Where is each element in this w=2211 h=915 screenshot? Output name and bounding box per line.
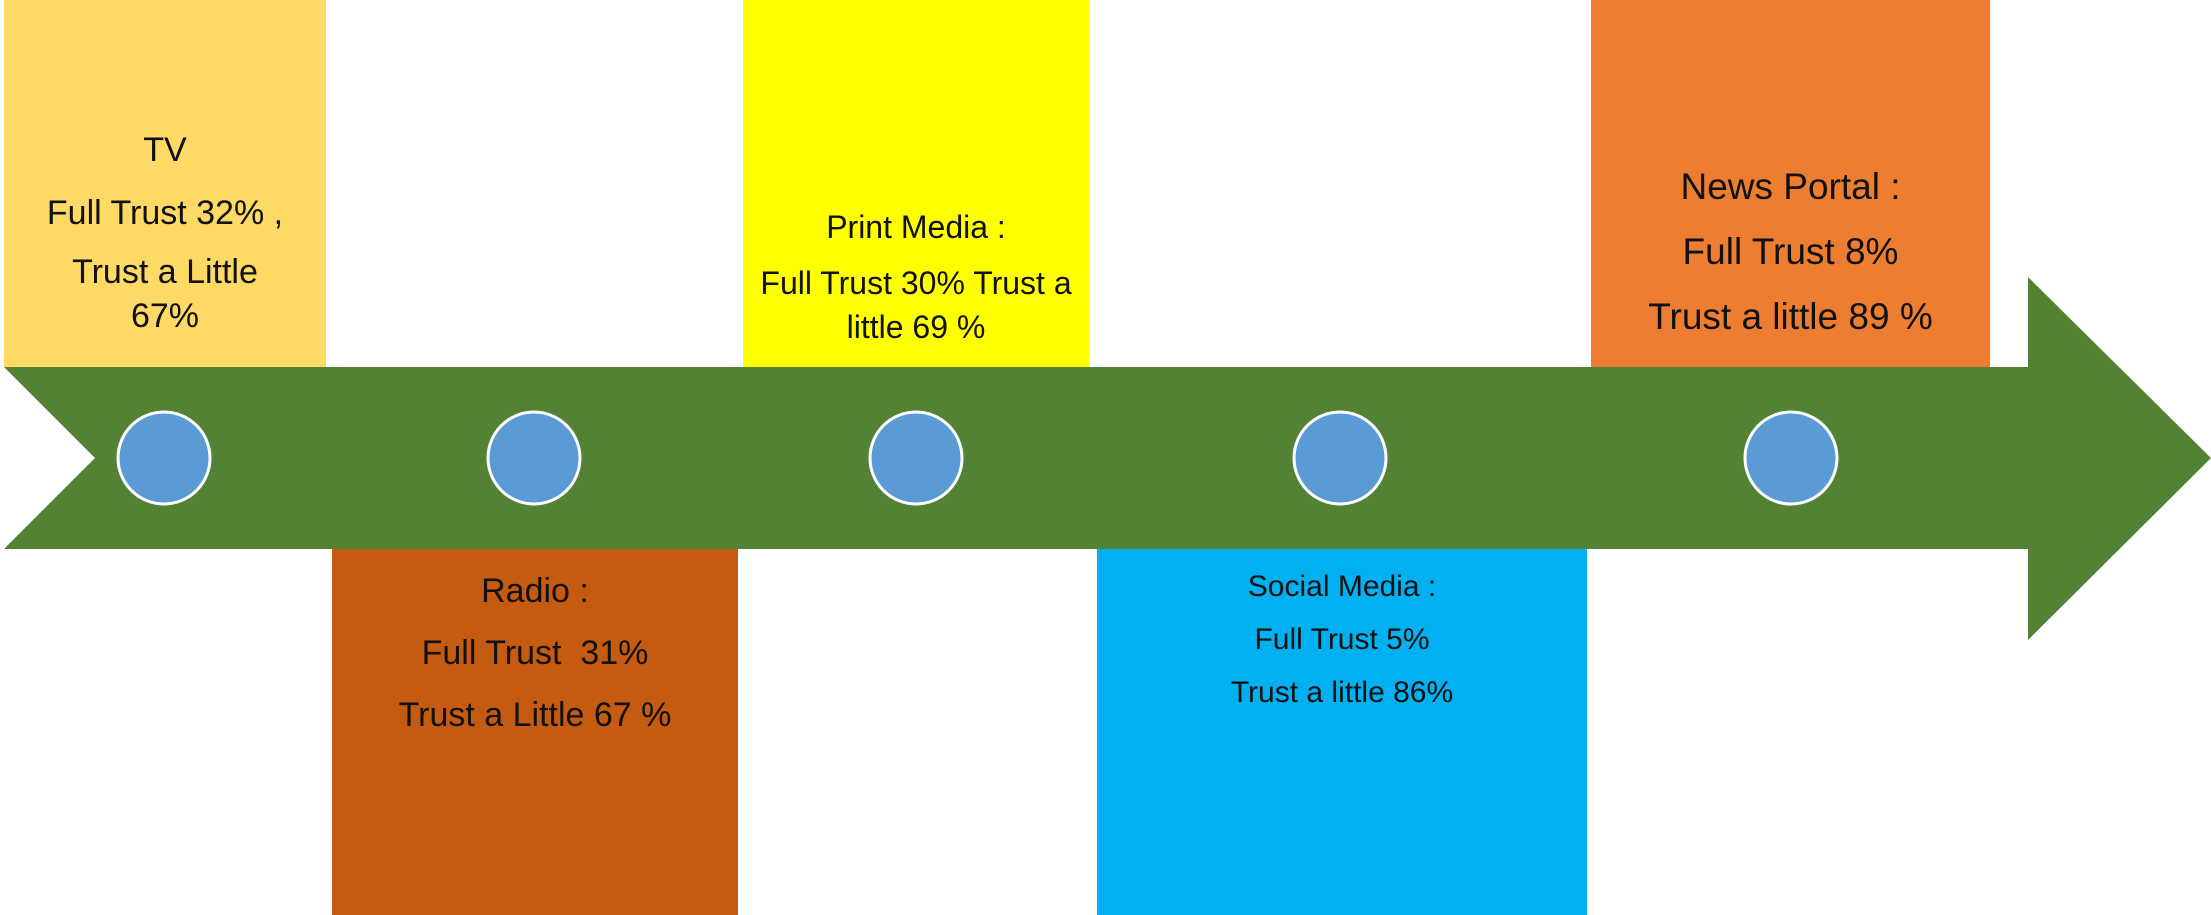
tv-label: TV Full Trust 32% , Trust a Little 67% xyxy=(4,0,326,367)
social-media-label: Social Media : Full Trust 5% Trust a lit… xyxy=(1097,549,1587,915)
news-portal-trust-little: Trust a little 89 % xyxy=(1648,296,1933,337)
news-portal-box xyxy=(1591,0,1990,367)
radio-label: Radio : Full Trust 31% Trust a Little 67… xyxy=(332,549,738,915)
radio-marker-dot xyxy=(486,410,582,506)
radio-title: Radio : xyxy=(481,572,589,610)
news-portal-label: News Portal : Full Trust 8% Trust a litt… xyxy=(1591,0,1990,367)
tv-box xyxy=(4,0,326,367)
print-media-box xyxy=(743,0,1089,367)
news-portal-title: News Portal : xyxy=(1680,166,1901,207)
tv-marker-dot xyxy=(116,410,212,506)
print-media-trust: Full Trust 30% Trust a little 69 % xyxy=(760,265,1072,345)
radio-trust-little: Trust a Little 67 % xyxy=(398,696,672,734)
print-media-label: Print Media : Full Trust 30% Trust a lit… xyxy=(743,0,1089,367)
radio-box xyxy=(332,549,738,915)
social-media-trust-little: Trust a little 86% xyxy=(1230,676,1454,709)
print-media-marker-dot xyxy=(868,410,964,506)
news-portal-full-trust: Full Trust 8% xyxy=(1682,231,1899,272)
print-media-title: Print Media : xyxy=(826,209,1006,245)
timeline-arrow xyxy=(4,277,2211,640)
radio-full-trust: Full Trust 31% xyxy=(421,634,649,672)
social-media-marker-dot xyxy=(1292,410,1388,506)
social-media-title: Social Media : xyxy=(1247,570,1437,603)
tv-title: TV xyxy=(143,131,187,169)
tv-full-trust: Full Trust 32% , xyxy=(46,194,284,232)
social-media-full-trust: Full Trust 5% xyxy=(1254,623,1430,656)
news-portal-marker-dot xyxy=(1743,410,1839,506)
tv-trust-little: Trust a Little 67% xyxy=(72,253,258,335)
social-media-box xyxy=(1097,549,1587,915)
